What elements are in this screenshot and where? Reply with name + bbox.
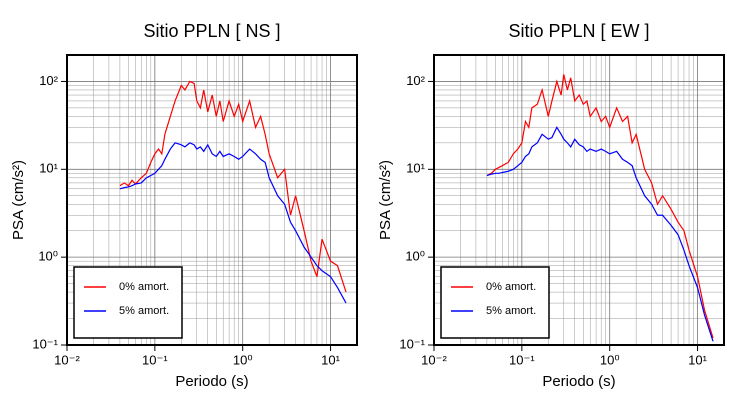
x-axis-label: Periodo (s) xyxy=(542,373,615,390)
y-tick-label: 10¹ xyxy=(39,161,58,176)
chart-title: Sitio PPLN [ NS ] xyxy=(143,21,280,41)
x-tick-label: 10⁰ xyxy=(600,352,620,367)
y-tick-label: 10² xyxy=(39,73,58,88)
x-axis-label: Periodo (s) xyxy=(175,373,248,390)
x-tick-label: 10¹ xyxy=(688,352,707,367)
x-tick-label: 10⁻² xyxy=(54,352,80,367)
legend-label: 5% amort. xyxy=(486,305,536,317)
legend-label: 0% amort. xyxy=(486,281,536,293)
x-tick-label: 10⁻² xyxy=(421,352,447,367)
x-tick-label: 10¹ xyxy=(321,352,340,367)
y-tick-label: 10¹ xyxy=(406,161,425,176)
data-line xyxy=(119,80,347,293)
data-line xyxy=(119,142,347,304)
legend-box xyxy=(73,266,183,339)
y-axis-label: PSA (cm/s²) xyxy=(377,160,394,240)
x-tick-label: 10⁰ xyxy=(233,352,253,367)
x-tick-label: 10⁻¹ xyxy=(509,352,535,367)
data-line xyxy=(486,126,714,342)
chart-title: Sitio PPLN [ EW ] xyxy=(508,21,649,41)
legend-label: 5% amort. xyxy=(119,305,169,317)
plot-frame xyxy=(66,54,358,346)
y-tick-label: 10⁰ xyxy=(38,249,58,264)
legend-label: 0% amort. xyxy=(119,281,169,293)
data-line xyxy=(486,74,714,339)
y-axis-label: PSA (cm/s²) xyxy=(10,160,27,240)
y-tick-label: 10⁰ xyxy=(405,249,425,264)
y-tick-label: 10⁻¹ xyxy=(399,336,425,351)
plot-frame xyxy=(433,54,725,346)
x-tick-label: 10⁻¹ xyxy=(142,352,168,367)
y-tick-label: 10² xyxy=(406,73,425,88)
y-tick-label: 10⁻¹ xyxy=(32,336,58,351)
legend-box xyxy=(440,266,550,339)
